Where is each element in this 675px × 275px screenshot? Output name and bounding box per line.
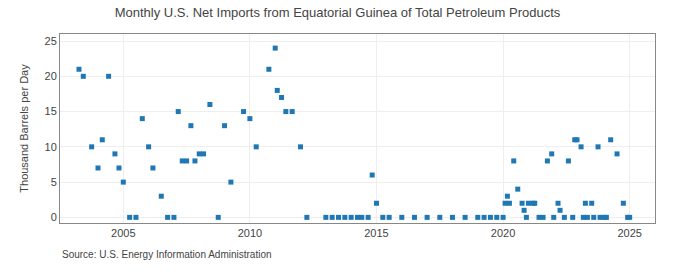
- svg-text:0: 0: [51, 211, 57, 223]
- svg-text:25: 25: [45, 35, 57, 47]
- svg-text:Source: U.S. Energy Informatio: Source: U.S. Energy Information Administ…: [62, 249, 272, 260]
- svg-text:2020: 2020: [491, 227, 515, 239]
- svg-text:2005: 2005: [111, 227, 135, 239]
- svg-text:Thousand Barrels per Day: Thousand Barrels per Day: [18, 64, 30, 193]
- svg-text:10: 10: [45, 141, 57, 153]
- svg-text:5: 5: [51, 176, 57, 188]
- svg-text:2025: 2025: [617, 227, 641, 239]
- svg-text:2015: 2015: [364, 227, 388, 239]
- svg-text:20: 20: [45, 70, 57, 82]
- svg-text:Monthly U.S. Net Imports from: Monthly U.S. Net Imports from Equatorial…: [115, 5, 561, 20]
- svg-text:2010: 2010: [238, 227, 262, 239]
- svg-text:15: 15: [45, 105, 57, 117]
